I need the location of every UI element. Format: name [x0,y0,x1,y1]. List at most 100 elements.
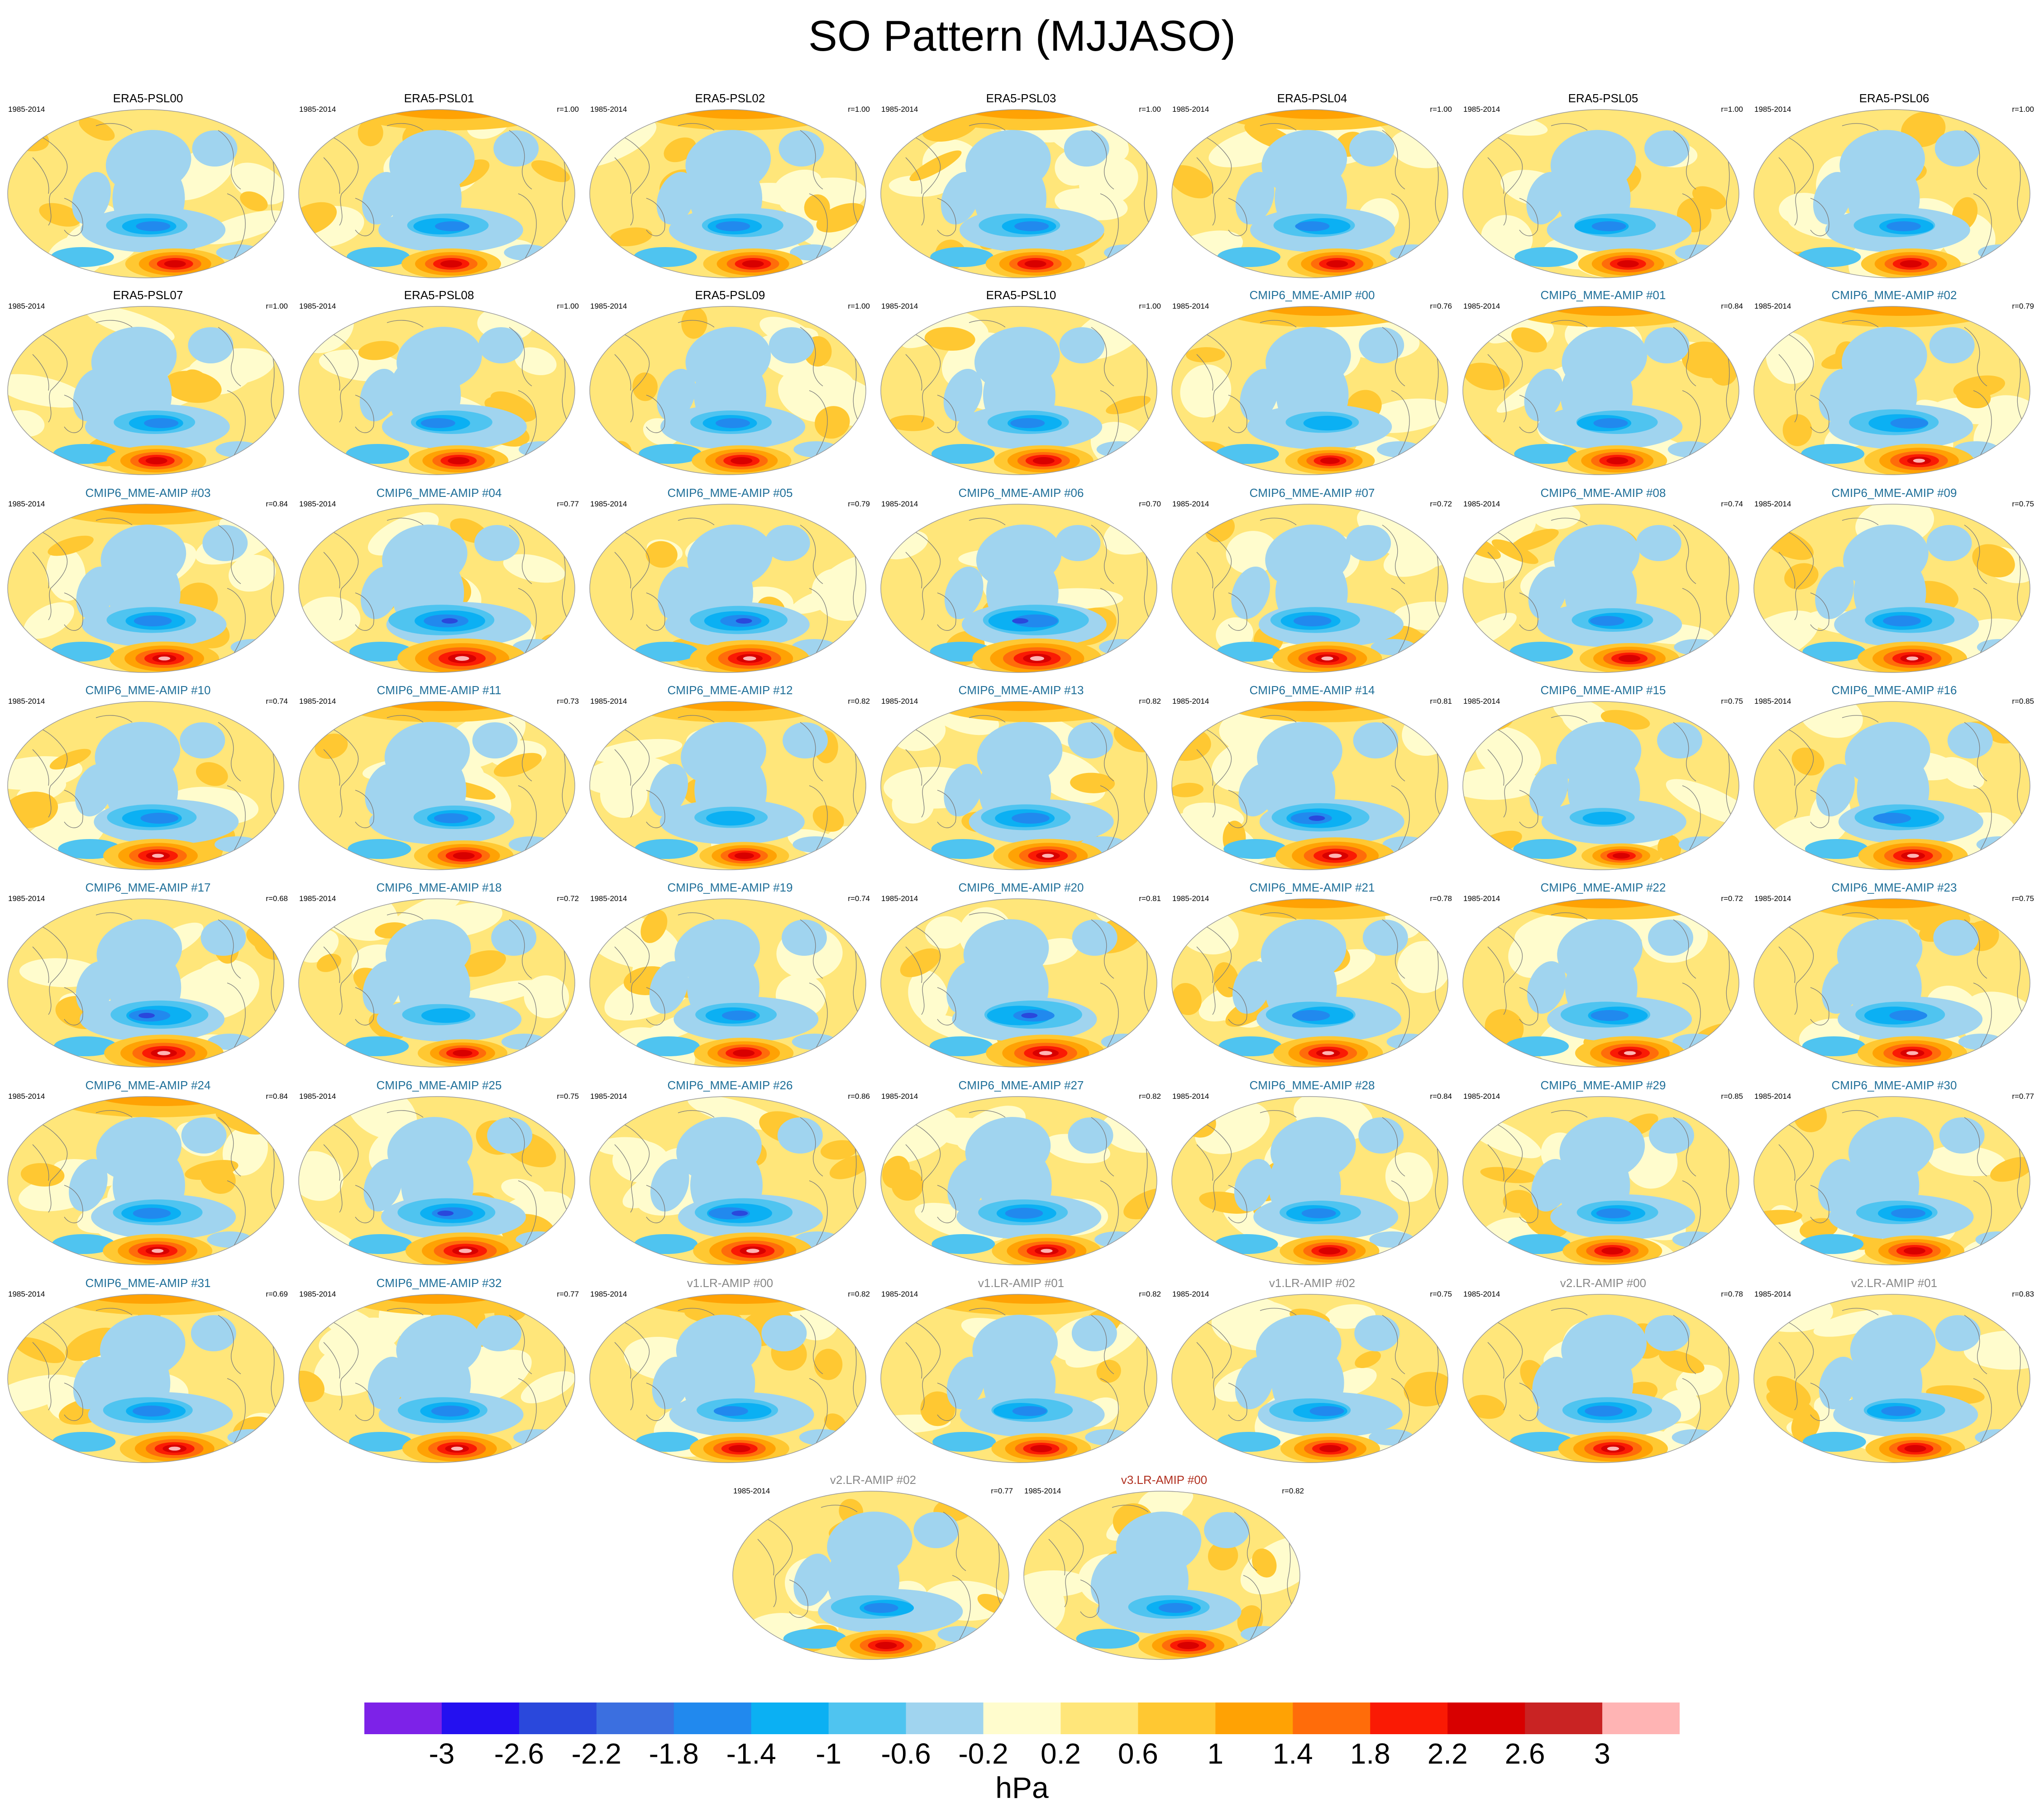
panel-correlation: r=1.00 [1721,105,1743,114]
panel-period: 1985-2014 [299,697,336,706]
panel-period: 1985-2014 [8,697,45,706]
panel-correlation: r=0.82 [1282,1487,1304,1495]
map-panel: ERA5-PSL06 1985-2014 r=1.00 [1752,91,2037,291]
panel-correlation: r=0.78 [1430,894,1452,903]
panel-period: 1985-2014 [733,1487,770,1495]
panel-title: ERA5-PSL09 [695,288,765,302]
panel-title: CMIP6_MME-AMIP #10 [85,683,211,697]
panel-correlation: r=0.69 [266,1290,288,1298]
panel-correlation: r=0.79 [2012,302,2034,310]
colorbar-swatch [1293,1703,1371,1734]
colorbar-tick-label: -1.4 [726,1737,776,1770]
map-panel: ERA5-PSL08 1985-2014 r=1.00 [296,288,582,487]
panel-title: CMIP6_MME-AMIP #28 [1249,1078,1375,1092]
map-panel: CMIP6_MME-AMIP #29 1985-2014 r=0.85 [1461,1078,1746,1278]
panel-period: 1985-2014 [8,1092,45,1101]
panel-period: 1985-2014 [8,302,45,310]
map-panel: CMIP6_MME-AMIP #11 1985-2014 r=0.73 [296,683,582,882]
panel-title: CMIP6_MME-AMIP #24 [85,1078,211,1092]
anomaly-map [1171,109,1448,278]
anomaly-map [1462,701,1739,870]
panel-correlation: r=1.00 [2012,105,2034,114]
panel-correlation: r=0.75 [2012,500,2034,508]
map-panel: CMIP6_MME-AMIP #09 1985-2014 r=0.75 [1752,486,2037,685]
panel-period: 1985-2014 [1754,105,1791,114]
panel-title: CMIP6_MME-AMIP #20 [958,881,1084,894]
page-title: SO Pattern (MJJASO) [808,12,1236,60]
panel-title: CMIP6_MME-AMIP #15 [1540,683,1666,697]
anomaly-map [589,1294,866,1463]
map-panel: CMIP6_MME-AMIP #14 1985-2014 r=0.81 [1170,683,1455,882]
panel-period: 1985-2014 [590,894,627,903]
panel-title: CMIP6_MME-AMIP #05 [667,486,793,500]
panel-correlation: r=1.00 [557,302,579,310]
colorbar-swatch [519,1703,597,1734]
anomaly-map [880,1096,1157,1265]
colorbar-tick-label: -3 [429,1737,455,1770]
anomaly-map [1171,898,1448,1068]
anomaly-map [880,898,1157,1068]
anomaly-map [1753,504,2030,673]
map-panel: CMIP6_MME-AMIP #17 1985-2014 r=0.68 [5,881,291,1080]
panel-period: 1985-2014 [1463,1290,1500,1298]
map-panel: ERA5-PSL09 1985-2014 r=1.00 [587,288,873,487]
panel-correlation: r=1.00 [1139,105,1161,114]
panel-period: 1985-2014 [1172,697,1209,706]
colorbar-swatch [906,1703,984,1734]
anomaly-map [589,109,866,278]
colorbar-tick-label: 1.8 [1350,1737,1390,1770]
panel-title: CMIP6_MME-AMIP #12 [667,683,793,697]
panel-correlation: r=0.81 [1430,697,1452,706]
panel-period: 1985-2014 [590,302,627,310]
panel-title: CMIP6_MME-AMIP #31 [85,1276,211,1290]
panel-correlation: r=0.78 [1721,1290,1743,1298]
colorbar-swatch [1138,1703,1216,1734]
panel-period: 1985-2014 [590,1290,627,1298]
map-panel: v2.LR-AMIP #00 1985-2014 r=0.78 [1461,1276,1746,1475]
panel-correlation: r=0.77 [557,500,579,508]
panel-correlation: r=0.85 [1721,1092,1743,1101]
anomaly-map [880,306,1157,475]
panel-correlation: r=0.84 [1430,1092,1452,1101]
panel-title: CMIP6_MME-AMIP #08 [1540,486,1666,500]
colorbar-tick-label: -1.8 [649,1737,699,1770]
anomaly-map [732,1491,1009,1660]
colorbar-swatch [1060,1703,1138,1734]
panel-period: 1985-2014 [299,1092,336,1101]
panel-title: CMIP6_MME-AMIP #00 [1249,288,1375,302]
anomaly-map [7,109,284,278]
panel-period: 1985-2014 [881,1290,918,1298]
panel-title: CMIP6_MME-AMIP #18 [376,881,502,894]
anomaly-map [880,109,1157,278]
panel-period: 1985-2014 [881,894,918,903]
panel-title: ERA5-PSL02 [695,91,765,105]
panel-correlation: r=0.70 [1139,500,1161,508]
colorbar-tick-label: 0.6 [1118,1737,1158,1770]
map-panel: ERA5-PSL03 1985-2014 r=1.00 [879,91,1164,291]
anomaly-map [1753,898,2030,1068]
anomaly-map [1171,504,1448,673]
anomaly-map [1753,109,2030,278]
map-panel: ERA5-PSL02 1985-2014 r=1.00 [587,91,873,291]
colorbar-swatch [596,1703,674,1734]
map-panel: CMIP6_MME-AMIP #07 1985-2014 r=0.72 [1170,486,1455,685]
anomaly-map [880,701,1157,870]
panel-title: ERA5-PSL04 [1277,91,1347,105]
map-panel: CMIP6_MME-AMIP #04 1985-2014 r=0.77 [296,486,582,685]
anomaly-map [589,898,866,1068]
anomaly-map [298,1294,575,1463]
map-panel: CMIP6_MME-AMIP #31 1985-2014 r=0.69 [5,1276,291,1475]
map-panel: CMIP6_MME-AMIP #05 1985-2014 r=0.79 [587,486,873,685]
anomaly-map [7,504,284,673]
panel-title: CMIP6_MME-AMIP #22 [1540,881,1666,894]
anomaly-map [880,1294,1157,1463]
panel-title: ERA5-PSL07 [113,288,183,302]
panel-title: CMIP6_MME-AMIP #16 [1831,683,1957,697]
panel-period: 1985-2014 [299,894,336,903]
anomaly-map [1753,306,2030,475]
anomaly-map [7,701,284,870]
panel-title: CMIP6_MME-AMIP #21 [1249,881,1375,894]
map-panel: ERA5-PSL05 1985-2014 r=1.00 [1461,91,1746,291]
anomaly-map [1462,1096,1739,1265]
anomaly-map [589,701,866,870]
